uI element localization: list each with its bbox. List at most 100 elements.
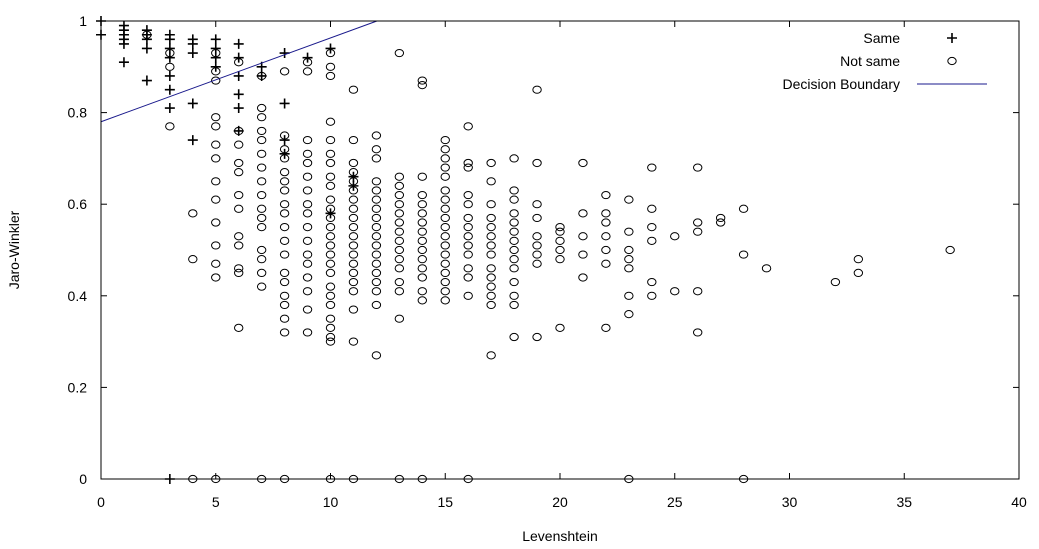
point-not-same xyxy=(165,62,175,71)
point-not-same xyxy=(486,241,496,250)
point-not-same xyxy=(348,85,359,94)
point-not-same xyxy=(348,287,359,296)
legend-circle-marker xyxy=(947,56,957,66)
point-not-same xyxy=(509,277,519,287)
point-not-same xyxy=(211,154,221,163)
point-not-same xyxy=(647,291,657,300)
point-not-same xyxy=(371,145,382,154)
point-not-same xyxy=(647,277,657,287)
point-not-same xyxy=(302,259,313,268)
point-not-same xyxy=(578,158,588,168)
point-same xyxy=(141,75,152,86)
point-not-same xyxy=(234,323,244,332)
point-not-same xyxy=(394,236,405,245)
point-not-same xyxy=(463,190,473,200)
point-not-same xyxy=(532,213,542,223)
point-not-same xyxy=(302,223,313,232)
point-not-same xyxy=(647,204,657,213)
point-not-same xyxy=(624,227,634,236)
point-not-same xyxy=(348,305,359,314)
point-not-same xyxy=(211,218,221,227)
point-not-same xyxy=(394,200,405,209)
x-tick-label: 30 xyxy=(782,494,798,510)
point-not-same xyxy=(256,204,267,213)
point-not-same xyxy=(325,250,336,259)
legend-label-decision-boundary: Decision Boundary xyxy=(782,76,900,92)
point-not-same xyxy=(532,200,542,209)
point-not-same xyxy=(371,186,382,195)
point-not-same xyxy=(440,287,450,296)
point-not-same xyxy=(256,268,267,277)
point-not-same xyxy=(279,177,290,186)
legend-plus-marker xyxy=(947,33,957,43)
point-not-same xyxy=(302,158,313,168)
point-not-same xyxy=(302,172,313,181)
point-not-same xyxy=(601,245,611,255)
point-same xyxy=(279,98,290,109)
point-same xyxy=(233,125,244,136)
point-not-same xyxy=(738,204,749,213)
point-not-same xyxy=(394,218,405,227)
point-not-same xyxy=(279,277,290,287)
point-not-same xyxy=(647,236,657,245)
point-not-same xyxy=(256,255,267,264)
point-not-same xyxy=(463,232,473,241)
point-not-same xyxy=(486,291,496,300)
point-not-same xyxy=(325,282,336,291)
point-not-same xyxy=(509,264,519,273)
point-not-same xyxy=(578,232,588,241)
point-not-same xyxy=(188,255,198,264)
point-not-same xyxy=(211,122,221,131)
point-not-same xyxy=(371,177,382,186)
point-not-same xyxy=(325,323,336,332)
point-not-same xyxy=(440,213,450,223)
point-not-same xyxy=(302,135,313,145)
point-not-same xyxy=(256,149,267,158)
point-not-same xyxy=(325,241,336,250)
point-not-same xyxy=(509,195,519,204)
point-not-same xyxy=(440,135,450,145)
point-not-same xyxy=(578,250,588,259)
point-not-same xyxy=(853,255,864,264)
point-not-same xyxy=(325,300,336,310)
point-not-same xyxy=(624,245,634,255)
point-not-same xyxy=(371,241,382,250)
point-same xyxy=(348,180,359,191)
point-not-same xyxy=(715,218,726,227)
point-not-same xyxy=(302,273,313,282)
point-not-same xyxy=(279,168,290,177)
point-not-same xyxy=(417,245,427,255)
point-not-same xyxy=(348,195,359,204)
y-axis-label: Jaro-Winkler xyxy=(6,210,22,289)
point-not-same xyxy=(624,264,634,273)
point-not-same xyxy=(234,268,244,277)
point-not-same xyxy=(394,227,405,236)
point-not-same xyxy=(234,190,244,200)
point-not-same xyxy=(302,236,313,245)
point-not-same xyxy=(302,250,313,259)
point-not-same xyxy=(394,287,405,296)
point-same xyxy=(233,52,244,63)
point-not-same xyxy=(394,264,405,273)
point-not-same xyxy=(555,245,565,255)
point-not-same xyxy=(440,154,450,163)
point-same xyxy=(325,43,336,54)
legend-circle-symbol xyxy=(947,56,957,66)
point-not-same xyxy=(486,200,496,209)
point-same xyxy=(187,48,198,59)
point-not-same xyxy=(371,213,382,223)
point-same xyxy=(164,103,175,114)
point-not-same xyxy=(509,332,519,342)
point-not-same xyxy=(509,186,519,195)
point-not-same xyxy=(325,195,336,204)
point-not-same xyxy=(279,250,290,259)
point-not-same xyxy=(302,287,313,296)
point-not-same xyxy=(211,195,221,204)
point-not-same xyxy=(302,328,313,337)
point-not-same xyxy=(853,268,864,277)
point-not-same xyxy=(234,168,244,177)
point-not-same xyxy=(601,218,611,227)
point-not-same xyxy=(440,145,450,154)
point-not-same xyxy=(211,177,221,186)
point-not-same xyxy=(486,158,496,168)
